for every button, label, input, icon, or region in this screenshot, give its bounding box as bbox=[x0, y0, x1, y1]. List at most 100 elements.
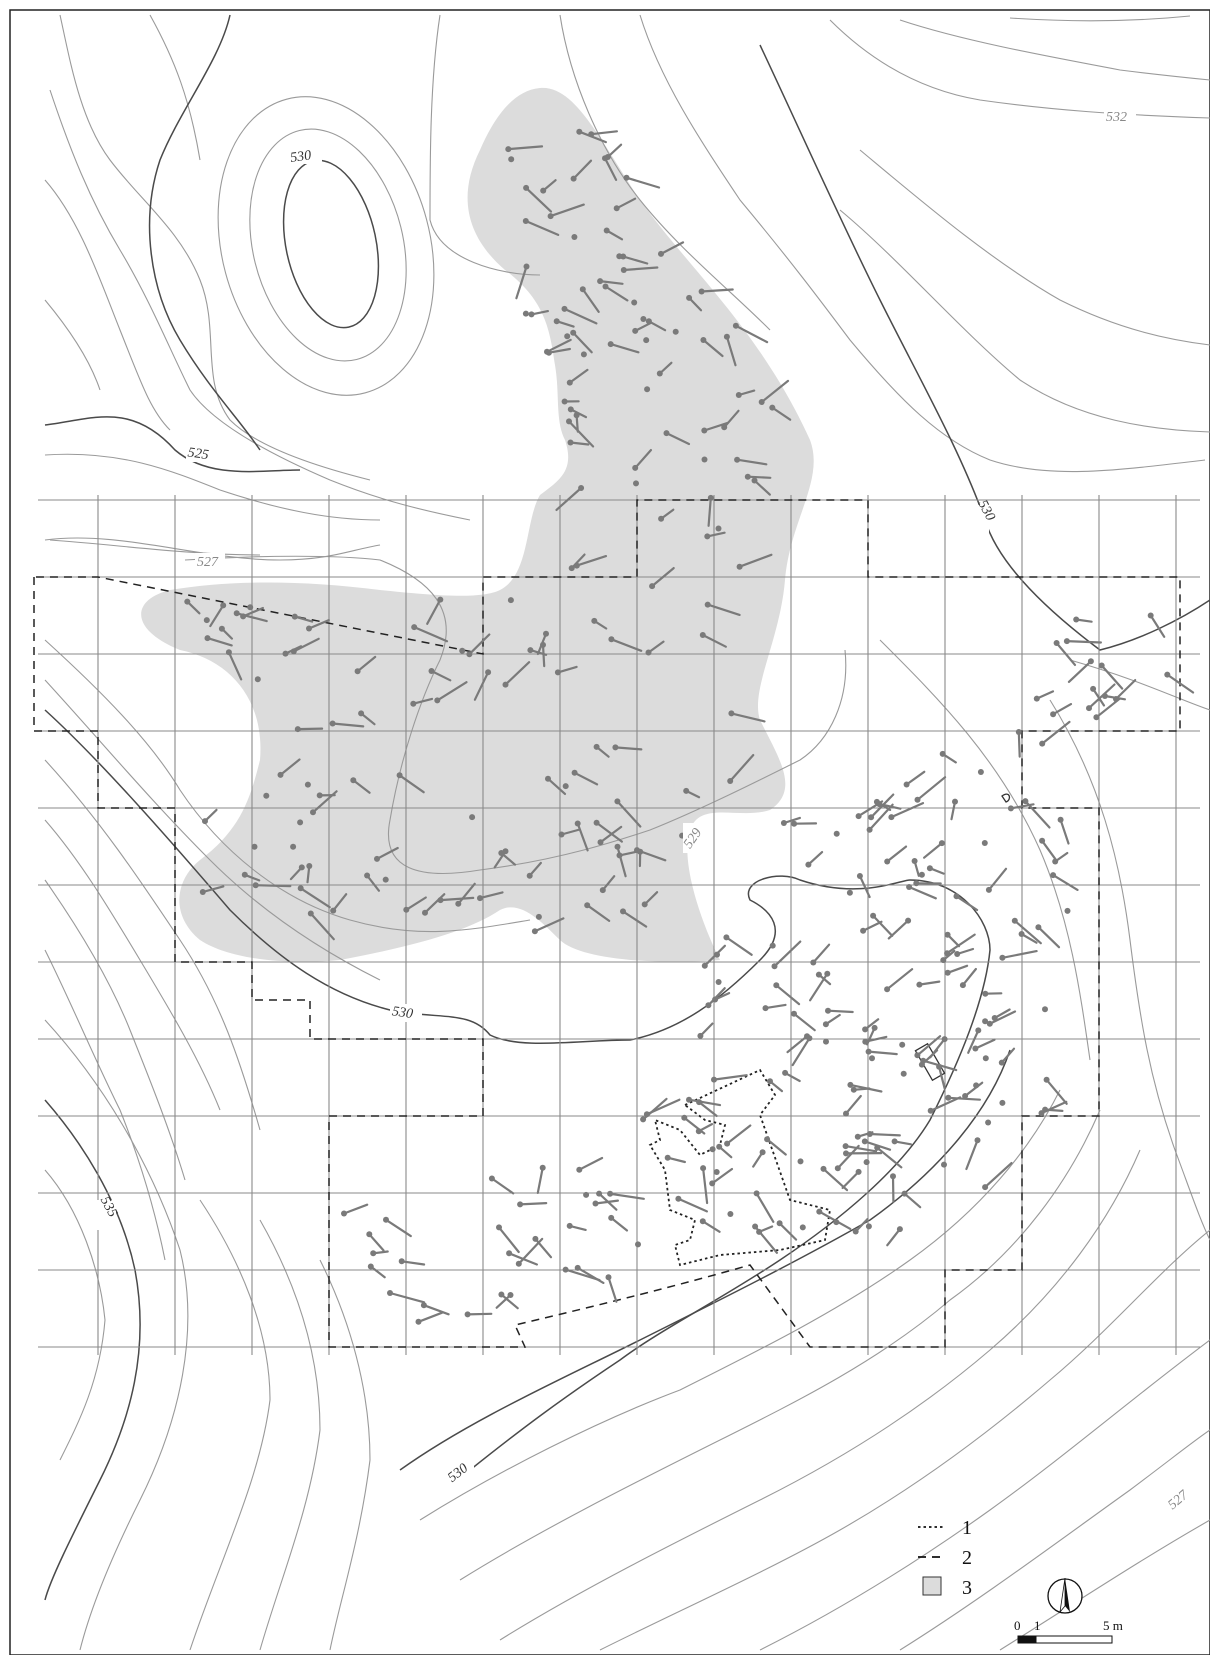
artifact-marker bbox=[603, 227, 624, 241]
artifact-marker bbox=[823, 1038, 829, 1045]
artifact-marker bbox=[536, 1164, 546, 1195]
artifact-marker bbox=[686, 294, 703, 312]
artifact-marker bbox=[1057, 816, 1070, 845]
artifact-marker bbox=[709, 1167, 734, 1187]
contour-sw4 bbox=[259, 1219, 321, 1651]
artifact-marker bbox=[522, 218, 560, 236]
artifact-marker bbox=[218, 625, 233, 640]
artifact-marker bbox=[982, 990, 1003, 997]
artifact-marker bbox=[727, 753, 755, 784]
contour-s6 bbox=[999, 1519, 1210, 1651]
artifact-marker bbox=[466, 633, 491, 658]
artifact-marker bbox=[1050, 702, 1073, 718]
contour-sw1 bbox=[44, 1019, 189, 1651]
artifact-marker bbox=[769, 942, 776, 949]
artifact-marker bbox=[736, 553, 773, 570]
artifact-marker bbox=[566, 1222, 587, 1232]
contour-label-527-left: 527 bbox=[197, 555, 219, 570]
artifact-marker bbox=[700, 337, 724, 358]
artifact-marker bbox=[632, 449, 653, 471]
contour-label-530-mid: 530 bbox=[391, 1004, 414, 1022]
artifact-marker bbox=[297, 885, 331, 909]
artifact-marker bbox=[1038, 1100, 1068, 1117]
artifact-marker bbox=[251, 843, 258, 850]
artifact-marker bbox=[734, 456, 768, 466]
artifact-marker bbox=[396, 772, 425, 794]
artifact-marker bbox=[751, 477, 771, 496]
artifact-marker bbox=[861, 1138, 892, 1151]
artifact-marker bbox=[558, 828, 581, 838]
artifact-marker bbox=[991, 1008, 1011, 1021]
contour-n1 bbox=[559, 14, 771, 331]
artifact-marker bbox=[658, 508, 675, 522]
artifact-marker bbox=[1063, 638, 1103, 645]
artifact-marker bbox=[782, 1069, 801, 1083]
contour-n3 bbox=[759, 44, 1210, 651]
artifact-marker bbox=[1053, 640, 1077, 667]
contour-s2 bbox=[459, 1109, 1101, 1581]
artifact-marker bbox=[1067, 658, 1094, 684]
contour-527 bbox=[49, 539, 261, 556]
artifact-marker bbox=[632, 322, 652, 334]
artifact-marker bbox=[854, 1131, 874, 1140]
artifact-marker bbox=[700, 1165, 709, 1205]
artifact-marker bbox=[649, 566, 675, 590]
artifact-marker bbox=[584, 902, 611, 923]
artifact-marker bbox=[767, 1078, 784, 1093]
artifact-marker bbox=[962, 1081, 984, 1099]
artifact-marker bbox=[410, 697, 434, 707]
artifact-marker bbox=[583, 1191, 590, 1198]
artifact-marker bbox=[791, 1010, 816, 1032]
scale-label-five: 5 m bbox=[1103, 1618, 1123, 1633]
artifact-marker bbox=[564, 333, 571, 340]
artifact-marker bbox=[488, 1175, 515, 1195]
artifact-marker bbox=[607, 341, 640, 354]
artifact-marker bbox=[411, 624, 449, 643]
artifact-marker bbox=[428, 668, 452, 682]
artifact-marker bbox=[815, 971, 832, 986]
artifact-marker bbox=[914, 1035, 942, 1059]
artifact-marker bbox=[900, 1070, 907, 1077]
artifact-marker bbox=[810, 943, 831, 966]
artifact-marker bbox=[641, 891, 659, 908]
artifact-marker bbox=[374, 846, 399, 862]
artifact-marker bbox=[903, 770, 926, 788]
contour-535 bbox=[44, 1099, 141, 1601]
artifact-marker bbox=[576, 128, 608, 144]
artifact-marker bbox=[865, 1048, 898, 1056]
shaded-area bbox=[141, 87, 814, 962]
artifact-marker bbox=[709, 1146, 716, 1153]
artifact-marker bbox=[570, 329, 593, 354]
artifact-marker bbox=[562, 1266, 601, 1282]
artifact-marker bbox=[307, 910, 335, 941]
artifact-marker bbox=[701, 421, 730, 434]
artifact-marker bbox=[605, 1274, 618, 1303]
legend-label-2: 2 bbox=[962, 1547, 972, 1569]
artifact-marker bbox=[561, 305, 598, 325]
contour-c5 bbox=[44, 879, 186, 1181]
artifact-marker bbox=[304, 781, 311, 788]
contour-530-mid bbox=[44, 709, 991, 1471]
artifact-marker bbox=[950, 798, 958, 821]
artifact-marker bbox=[241, 871, 261, 882]
artifact-marker bbox=[986, 1010, 1017, 1027]
artifact-marker bbox=[711, 1074, 748, 1083]
contour-s1 bbox=[419, 1089, 1061, 1521]
artifact-marker bbox=[918, 871, 925, 878]
artifact-marker bbox=[612, 744, 643, 751]
artifact-marker bbox=[473, 669, 492, 701]
artifact-marker bbox=[927, 1096, 962, 1114]
artifact-marker bbox=[906, 884, 937, 900]
artifact-marker bbox=[631, 299, 638, 306]
artifact-marker bbox=[568, 553, 586, 572]
contour-w1 bbox=[59, 14, 371, 481]
artifact-marker bbox=[588, 130, 619, 138]
artifact-marker bbox=[403, 896, 427, 913]
artifact-marker bbox=[597, 278, 624, 285]
artifact-marker bbox=[663, 430, 691, 446]
artifact-marker bbox=[967, 1027, 982, 1054]
artifact-marker bbox=[645, 640, 665, 656]
artifact-marker bbox=[698, 288, 734, 295]
artifact-marker bbox=[645, 318, 667, 332]
artifact-marker bbox=[203, 617, 210, 624]
